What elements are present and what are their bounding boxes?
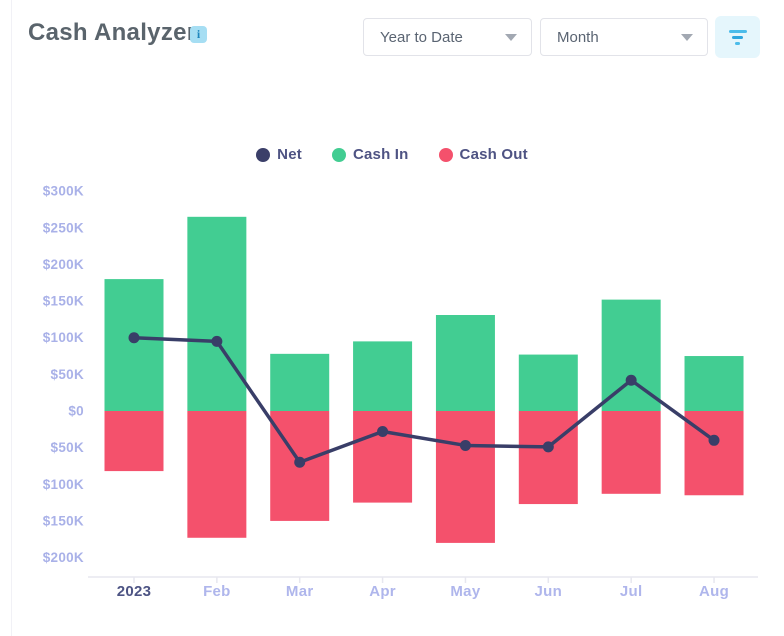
cash-in-legend-dot-icon — [331, 147, 346, 162]
y-axis-tick-label: $50K — [51, 367, 84, 382]
cash-in-bar — [104, 279, 164, 411]
y-axis-tick-label: $250K — [43, 220, 84, 235]
cash-in-bar — [518, 354, 578, 411]
legend-label: Cash In — [352, 146, 409, 163]
legend-item-cash-in[interactable]: Cash In — [331, 146, 409, 163]
net-point — [128, 332, 140, 344]
period-dropdown-value: Year to Date — [380, 28, 463, 46]
cash-out-legend-dot-icon — [438, 147, 453, 162]
cash-out-bar — [104, 411, 164, 472]
x-axis-label: Aug — [699, 583, 729, 600]
net-line — [132, 335, 716, 465]
chevron-down-icon — [505, 33, 517, 41]
chart-legend: Net Cash In Cash Out — [0, 146, 784, 163]
card-left-border — [11, 0, 12, 636]
net-point — [708, 434, 720, 446]
net-point — [625, 374, 637, 386]
filter-icon — [732, 35, 743, 39]
net-point — [377, 426, 389, 438]
cash-in-bar — [353, 341, 413, 411]
cash-in-bar — [270, 353, 330, 411]
cash-in-bar — [187, 216, 247, 411]
granularity-dropdown-value: Month — [557, 28, 599, 46]
legend-label: Cash Out — [459, 146, 528, 163]
legend-item-cash-out[interactable]: Cash Out — [438, 146, 528, 163]
x-axis-label: Jul — [620, 583, 643, 600]
cash-out-bar — [601, 411, 661, 494]
cash-out-bar — [353, 411, 413, 503]
net-point — [459, 439, 471, 451]
cash-out-bar — [187, 411, 247, 538]
legend-label: Net — [277, 146, 302, 163]
x-axis-label: Apr — [369, 583, 396, 600]
granularity-dropdown[interactable]: Month — [540, 18, 708, 56]
legend-item-net[interactable]: Net — [256, 146, 302, 163]
x-axis-label: May — [450, 583, 480, 600]
y-axis-tick-label: $300K — [43, 184, 84, 199]
net-point — [294, 456, 306, 468]
y-axis-tick-label: $200K — [43, 257, 84, 272]
period-dropdown[interactable]: Year to Date — [363, 18, 532, 56]
info-icon[interactable]: i — [190, 26, 207, 43]
page-title: Cash Analyzer — [28, 19, 197, 46]
filter-icon — [735, 41, 740, 45]
filter-icon — [728, 29, 747, 33]
cash-in-bar — [684, 356, 744, 411]
chevron-down-icon — [681, 33, 693, 41]
net-point — [542, 441, 554, 453]
cash-in-bar — [435, 315, 495, 411]
filter-button[interactable] — [715, 16, 760, 58]
x-axis-label: 2023 — [117, 583, 152, 600]
y-axis-tick-label: $150K — [43, 513, 84, 528]
x-axis-label: Feb — [203, 583, 231, 600]
net-legend-dot-icon — [256, 147, 271, 162]
x-axis-label: Jun — [535, 583, 563, 600]
y-axis-tick-label: $150K — [43, 294, 84, 309]
y-axis-tick-label: $200K — [43, 550, 84, 565]
y-axis-tick-label: $100K — [43, 477, 84, 492]
y-axis-tick-label: $50K — [51, 440, 84, 455]
y-axis-tick-label: $100K — [43, 330, 84, 345]
cash-out-bar — [518, 411, 578, 505]
x-axis-label: Mar — [286, 583, 314, 600]
cash-out-bar — [435, 411, 495, 543]
y-axis-tick-label: $0 — [68, 404, 84, 419]
net-point — [211, 335, 223, 347]
